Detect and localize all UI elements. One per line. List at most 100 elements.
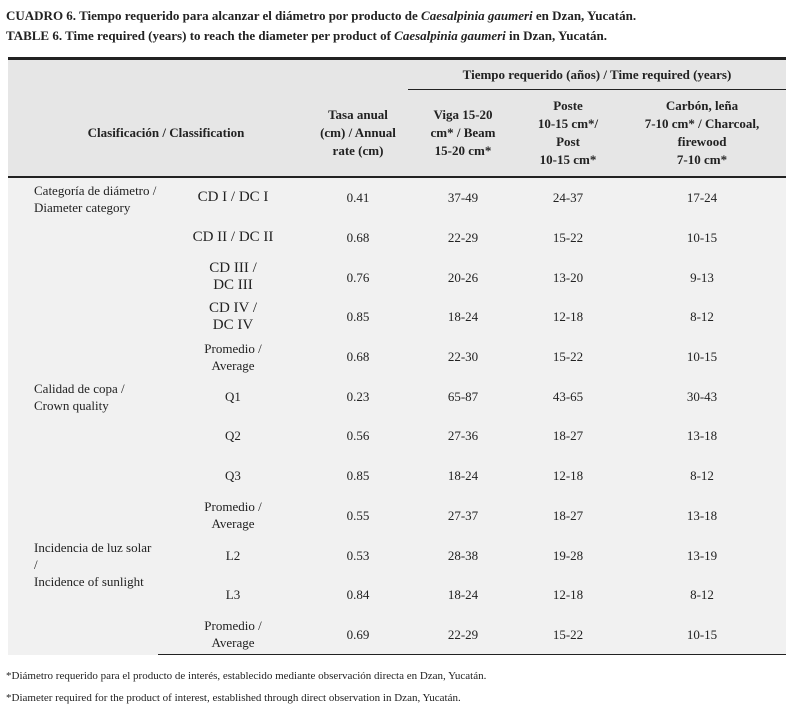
- text-line: Promedio /: [204, 499, 262, 515]
- post-cell: 24-37: [552, 190, 584, 206]
- beam-cell: 22-29: [447, 230, 479, 246]
- post-cell: 15-22: [518, 614, 618, 656]
- charcoal-cell: 10-15: [686, 349, 718, 365]
- footnote-english: *Diameter required for the product of in…: [6, 692, 461, 704]
- text-line: 15-20 cm*: [434, 143, 492, 158]
- beam-cell: 27-36: [447, 428, 479, 444]
- table-row: Incidencia de luz solar / Incidence of su…: [8, 535, 786, 589]
- class-cell: L3: [158, 575, 308, 615]
- footnote-spanish: *Diámetro requerido para el producto de …: [6, 670, 487, 682]
- text-line: firewood: [677, 134, 727, 149]
- charcoal-cell: 10-15: [686, 230, 718, 246]
- text-line: Incidencia de luz solar /: [34, 540, 152, 573]
- text-line: rate (cm): [332, 142, 384, 158]
- charcoal-cell: 17-24: [686, 190, 718, 206]
- text-line: Categoría de diámetro /: [34, 183, 157, 198]
- data-table: Tiempo requerido (años) / Time required …: [8, 57, 786, 656]
- post-cell: 18-27: [552, 428, 584, 444]
- class-cell: Promedio / Average: [158, 614, 308, 656]
- text-line: Poste: [553, 98, 583, 113]
- table-row: Promedio / Average 0.68 22-30 15-22 10-15: [8, 337, 786, 377]
- rate-cell: 0.68: [346, 349, 370, 365]
- table-row: Promedio / Average 0.69 22-29 15-22 10-15: [8, 614, 786, 656]
- text-line: DC III: [213, 277, 253, 294]
- table-row: CD II / DC II 0.68 22-29 15-22 10-15: [8, 218, 786, 258]
- class-cell: Q3: [158, 456, 308, 496]
- text-line: CD I / DC I: [197, 189, 269, 206]
- text-line: Viga 15-20: [433, 107, 493, 122]
- rate-cell: 0.85: [346, 468, 370, 484]
- rate-cell: 0.76: [346, 269, 370, 285]
- post-cell: 15-22: [552, 349, 584, 365]
- beam-cell: 28-38: [447, 547, 479, 563]
- text-line: Post: [556, 134, 580, 149]
- rate-cell: 0.55: [346, 507, 370, 523]
- class-cell: CD II / DC II: [158, 218, 308, 258]
- rate-cell: 0.85: [346, 309, 370, 325]
- beam-cell: 37-49: [447, 190, 479, 206]
- rate-cell: 0.84: [346, 587, 370, 603]
- text-line: Promedio /: [204, 618, 262, 634]
- table-row: L3 0.84 18-24 12-18 8-12: [8, 575, 786, 615]
- rate-cell: 0.53: [346, 547, 370, 563]
- caption-spanish: CUADRO 6. Tiempo requerido para alcanzar…: [6, 8, 637, 23]
- class-cell: Promedio / Average: [158, 337, 308, 377]
- text-line: CD IV /: [208, 299, 258, 316]
- group-label: Categoría de diámetro / Diameter category: [8, 177, 158, 376]
- text-line: Q2: [225, 428, 241, 444]
- text-line: Average: [211, 516, 255, 532]
- beam-cell: 65-87: [447, 388, 479, 404]
- header-beam: Viga 15-20 cm* / Beam 15-20 cm*: [408, 89, 518, 178]
- text-line: (cm) / Annual: [320, 124, 396, 140]
- charcoal-cell: 8-12: [690, 468, 714, 484]
- post-cell: 43-65: [552, 388, 584, 404]
- charcoal-cell: 30-43: [686, 388, 718, 404]
- text-line: CD III /: [209, 260, 257, 277]
- table-row: Q3 0.85 18-24 12-18 8-12: [8, 456, 786, 496]
- rate-cell: 0.41: [346, 190, 370, 206]
- beam-cell: 22-30: [447, 349, 479, 365]
- beam-cell: 20-26: [447, 269, 479, 285]
- post-cell: 13-20: [552, 269, 584, 285]
- table-row: Promedio / Average 0.55 27-37 18-27 13-18: [8, 496, 786, 536]
- table-row: CD III / DC III 0.76 20-26 13-20 9-13: [8, 257, 786, 297]
- rate-cell: 0.56: [346, 428, 370, 444]
- text-line: DC IV: [212, 316, 254, 333]
- class-cell: Promedio / Average: [158, 496, 308, 536]
- class-cell: CD IV / DC IV: [158, 297, 308, 337]
- text-line: Diameter category: [34, 200, 131, 215]
- text-line: L2: [225, 547, 241, 563]
- caption-english: TABLE 6. Time required (years) to reach …: [6, 28, 608, 43]
- table-row: Categoría de diámetro / Diameter category…: [8, 177, 786, 218]
- beam-cell: 22-29: [408, 614, 518, 656]
- class-cell: Q2: [158, 416, 308, 456]
- text-line: cm* / Beam: [430, 125, 496, 140]
- table-row: Calidad de copa / Crown quality Q1 0.23 65-8…: [8, 376, 786, 416]
- post-cell: 18-27: [552, 507, 584, 523]
- class-cell: CD I / DC I: [158, 177, 308, 218]
- text-line: Carbón, leña: [665, 98, 739, 113]
- text-line: Incidence of sunlight: [34, 574, 144, 590]
- rate-cell: 0.68: [346, 230, 370, 246]
- rate-cell: 0.69: [308, 614, 408, 656]
- charcoal-cell: 9-13: [690, 269, 714, 285]
- charcoal-cell: 13-18: [686, 507, 718, 523]
- beam-cell: 27-37: [447, 507, 479, 523]
- text-line: L3: [225, 587, 241, 603]
- group-label: Calidad de copa / Crown quality: [8, 376, 158, 535]
- text-line: Average: [211, 635, 255, 651]
- charcoal-cell: 8-12: [690, 309, 714, 325]
- post-cell: 12-18: [552, 587, 584, 603]
- text-line: Promedio /: [204, 340, 262, 356]
- post-cell: 12-18: [552, 468, 584, 484]
- text-line: Crown quality: [34, 398, 109, 414]
- text-line: Average: [211, 357, 255, 373]
- class-cell: Q1: [158, 376, 308, 416]
- rate-cell: 0.23: [346, 388, 370, 404]
- table-row: CD IV / DC IV 0.85 18-24 12-18 8-12: [8, 297, 786, 337]
- header-rate: Tasa anual (cm) / Annual rate (cm): [308, 89, 408, 178]
- post-cell: 19-28: [552, 547, 584, 563]
- group-label: Incidencia de luz solar / Incidence of su…: [8, 535, 158, 655]
- header-post: Poste 10-15 cm*/ Post 10-15 cm*: [518, 89, 618, 178]
- charcoal-cell: 13-19: [686, 547, 718, 563]
